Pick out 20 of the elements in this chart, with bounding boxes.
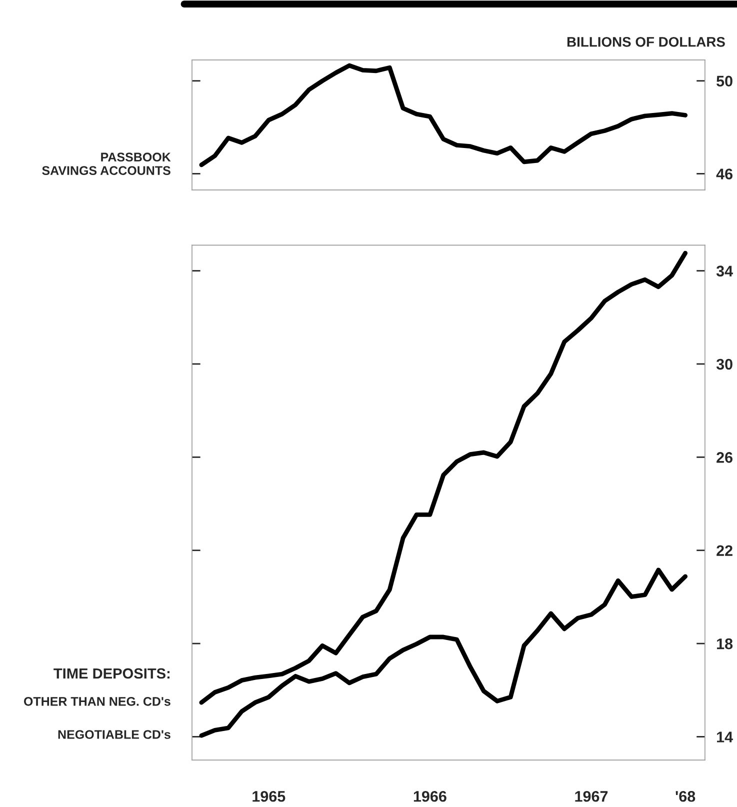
line-series: [199, 63, 688, 168]
y-tick-label: 50: [716, 76, 732, 87]
y-tick-label: 34: [716, 266, 733, 276]
y-tick-label: 18: [717, 638, 733, 650]
text: OTHER THAN NEG. CD's: [24, 696, 170, 706]
line-series: [199, 250, 688, 705]
line-series: [199, 568, 688, 738]
text: NEGOTIABLE CD's: [58, 730, 170, 739]
y-tick-label: 30: [716, 358, 732, 370]
y-tick-label: 26: [716, 452, 732, 463]
x-tick-label: '68: [676, 790, 696, 802]
y-axis-title: BILLIONS OF DOLLARS: [567, 36, 725, 47]
text: TIME DEPOSITS:: [54, 668, 170, 679]
y-tick-label: 14: [717, 732, 733, 742]
y-tick-label: 46: [716, 168, 732, 180]
x-tick-label: 1966: [414, 790, 446, 802]
text: PASSBOOK SAVINGS ACCOUNTS: [42, 152, 171, 175]
x-tick-label: 1965: [252, 790, 286, 802]
y-tick-label: 22: [716, 545, 732, 556]
x-tick-label: 1967: [575, 790, 608, 802]
